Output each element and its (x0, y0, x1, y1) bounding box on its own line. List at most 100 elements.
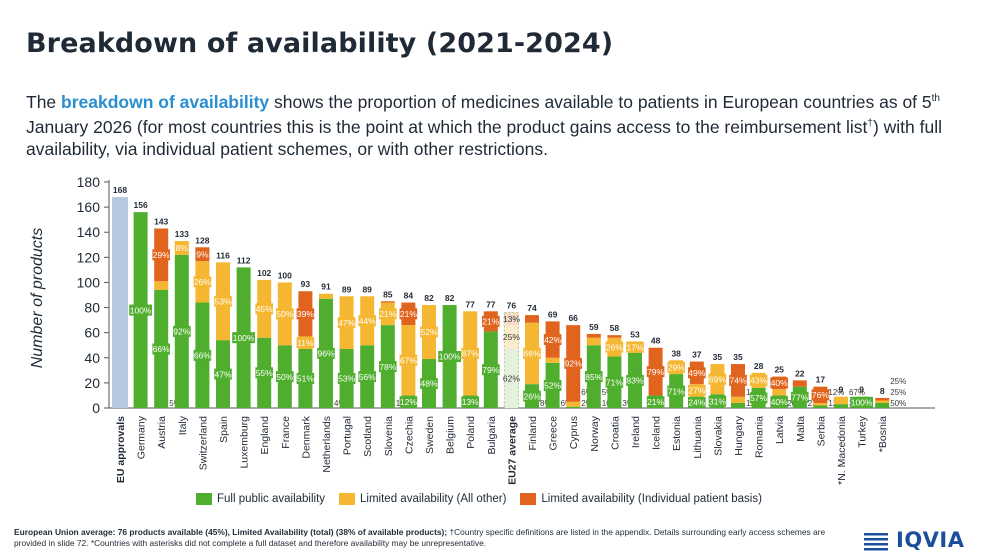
data-label: 96% (317, 349, 334, 359)
data-label: 26% (606, 342, 623, 352)
x-category-label: Germany (136, 415, 148, 459)
x-category-label: Iceland (651, 416, 663, 450)
data-label: 24% (688, 398, 705, 408)
legend-item-limited-ips: Limited availability (Individual patient… (520, 493, 762, 505)
data-label: 100% (130, 305, 152, 315)
legend-swatch-limited-ips (520, 493, 537, 505)
data-label-bg (708, 373, 727, 385)
data-label: 57% (750, 393, 767, 403)
data-label: 47% (338, 318, 355, 328)
bar-total-label: 156 (134, 200, 148, 210)
data-label: 25% (503, 332, 520, 342)
data-label-outside: 50% (890, 399, 906, 408)
x-category-label: EU approvals (115, 416, 127, 483)
data-label-bg (482, 364, 500, 376)
data-label-bg (358, 315, 376, 327)
data-label: 40% (771, 378, 788, 388)
bar-total-label: 77 (465, 299, 475, 309)
data-label: 92% (173, 327, 190, 337)
data-label-bg (688, 367, 706, 379)
data-label-bg (770, 396, 788, 408)
data-label-bg (276, 308, 294, 320)
data-label: 26% (523, 391, 540, 401)
x-category-label: Estonia (671, 416, 683, 451)
x-category-label: Luxemburg (239, 416, 251, 469)
bar-total-label: 128 (195, 235, 209, 245)
data-label: 17% (626, 342, 643, 352)
data-label: 50% (276, 309, 293, 319)
data-label-bg (749, 392, 768, 404)
x-category-label: Lithuania (692, 416, 704, 459)
data-label-bg (646, 396, 665, 408)
y-tick-label: 60 (84, 325, 100, 341)
bar-segment-limited-ips (525, 315, 539, 323)
data-label: 85% (585, 372, 602, 382)
data-label-bg (729, 374, 747, 386)
x-category-label: Croatia (609, 416, 621, 450)
data-label: 39% (297, 309, 314, 319)
bar-segment-limited-ips (504, 312, 519, 326)
availability-chart: 0 20 40 60 80 100 120 140 160 180 168 EU approvals 1… (77, 174, 935, 485)
data-label-bg (214, 295, 232, 307)
y-tick-label: 140 (77, 224, 101, 240)
data-label: 77% (791, 393, 808, 403)
x-category-label: Netherlands (321, 416, 333, 473)
data-label: 51% (297, 374, 314, 384)
y-tick-label: 20 (84, 375, 100, 391)
data-label-bg (232, 332, 255, 344)
data-label-bg (379, 361, 397, 373)
x-category-label: Belgium (445, 416, 457, 454)
data-label: 48% (420, 379, 437, 389)
bar-eu-approvals (112, 197, 128, 408)
data-label: 52% (544, 381, 561, 391)
x-category-label: England (259, 416, 271, 455)
x-category-label: Czechia (403, 416, 415, 454)
bar-segment-limited-ips (607, 335, 622, 338)
data-label-bg (296, 308, 315, 320)
data-label: 79% (647, 367, 664, 377)
x-category-label: Italy (177, 415, 189, 435)
bar-total-label: 143 (154, 216, 168, 226)
data-label-bg (276, 371, 294, 383)
y-tick-label: 0 (92, 400, 100, 416)
data-label-bg (626, 341, 644, 353)
data-label-bg (605, 341, 624, 353)
bar-total-label: 25 (774, 365, 784, 375)
data-label: 83% (626, 376, 643, 386)
iqvia-logo-icon (864, 533, 888, 551)
data-label-bg (667, 385, 685, 397)
x-category-label: Slovenia (383, 416, 395, 456)
x-category-label: Cyprus (568, 416, 580, 449)
data-label-bg (175, 242, 188, 254)
bar-total-label: 66 (568, 313, 578, 323)
footnote-bold: European Union average: 76 products avai… (14, 527, 448, 537)
data-label-bg (337, 372, 356, 384)
data-label: 76% (812, 390, 829, 400)
data-label-bg (399, 354, 418, 366)
x-category-label: Sweden (424, 416, 436, 454)
data-label: 42% (544, 335, 561, 345)
bar-total-label: 112 (237, 255, 251, 265)
data-label-outside: 25% (890, 388, 906, 397)
data-label: 74% (729, 376, 746, 386)
data-label: 50% (276, 372, 293, 382)
data-label-bg (420, 378, 438, 390)
bar-total-label: 89 (342, 284, 352, 294)
data-label: 44% (359, 316, 376, 326)
bar-total-label: 102 (257, 268, 271, 278)
x-category-label: Portugal (342, 416, 354, 455)
x-category-label: Malta (795, 416, 807, 442)
data-label: 45% (256, 304, 273, 314)
data-label: 21% (482, 317, 499, 327)
data-label-bg (173, 325, 191, 337)
data-label: 78% (379, 362, 396, 372)
data-label-bg (646, 366, 665, 378)
bar-total-label: 82 (424, 293, 434, 303)
bar-segment-limited-other (834, 396, 848, 405)
data-label-bg (791, 391, 809, 403)
data-label-bg (749, 374, 768, 386)
bar-segment-limited-other (154, 281, 169, 290)
data-label: 100% (439, 352, 461, 362)
y-tick-label: 40 (84, 350, 100, 366)
bar-total-label: 100 (278, 270, 292, 280)
